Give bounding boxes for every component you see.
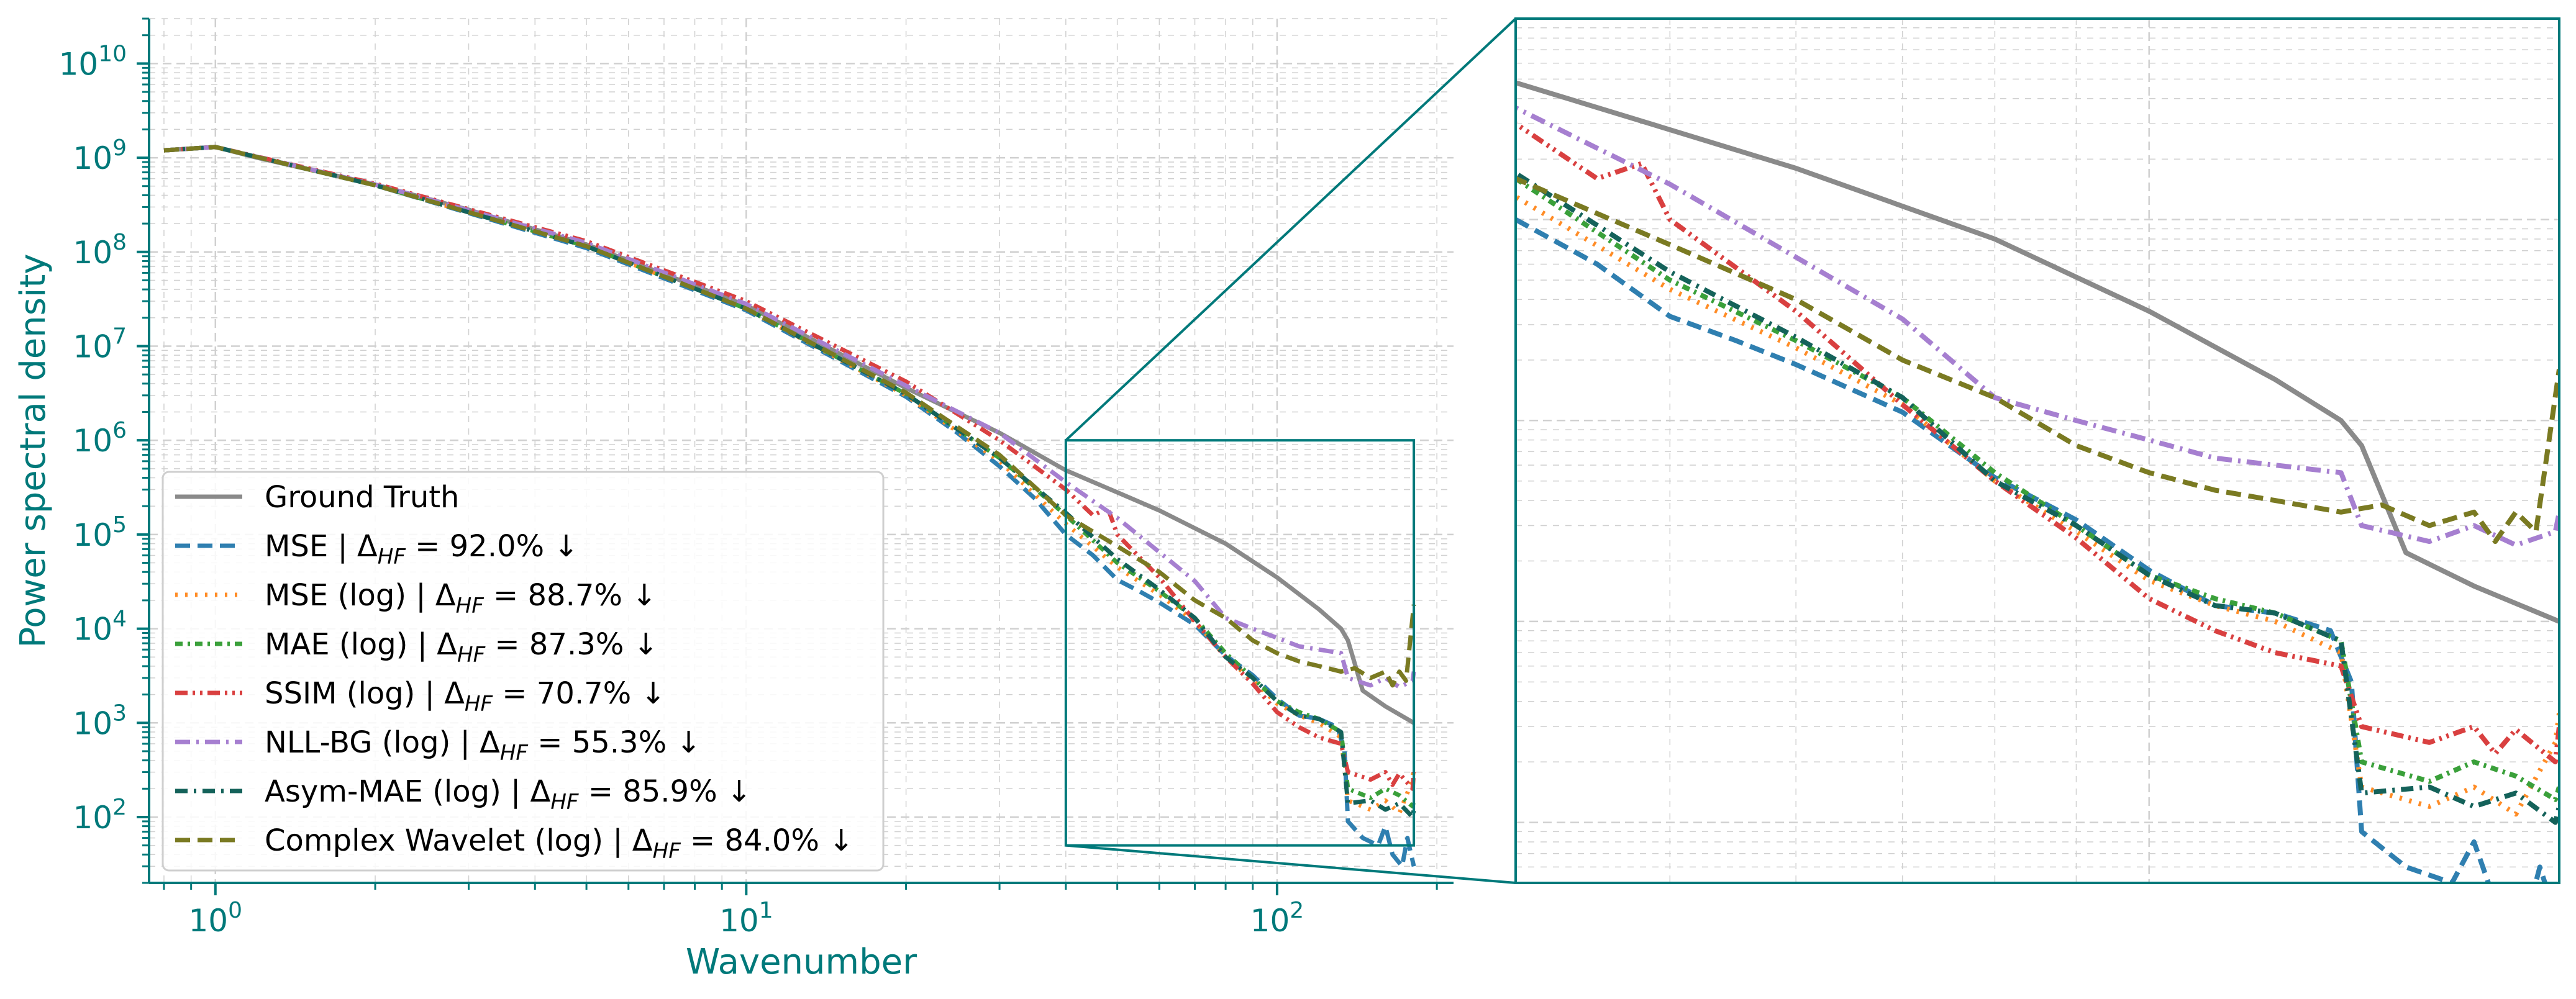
zoom-connector-bottom: [1065, 844, 1516, 884]
legend-entry-mse: MSE | ΔHF = 92.0% ↓: [175, 529, 579, 569]
legend-entry-mse-log: MSE (log) | ΔHF = 88.7% ↓: [175, 578, 657, 618]
x-tick-label: 101: [719, 898, 773, 939]
zoom-region-box: [1064, 439, 1416, 847]
y-tick-label: 105: [73, 512, 127, 553]
legend-entries: Ground Truth MSE | ΔHF = 92.0% ↓ MSE (log)…: [175, 480, 853, 864]
inset-grid: [1515, 17, 2559, 884]
main-ticks: [137, 17, 1438, 895]
y-tick-label: 109: [73, 135, 127, 176]
inset-frame: [1514, 17, 2560, 884]
x-axis-label: Wavenumber: [686, 942, 917, 982]
legend-label: Asym-MAE (log) | ΔHF = 85.9% ↓: [265, 774, 752, 815]
legend-label: Ground Truth: [265, 480, 459, 515]
legend-entry-nll-bg-log: NLL-BG (log) | ΔHF = 55.3% ↓: [175, 725, 701, 766]
inset-series-line-mse-log: [1516, 193, 2559, 817]
main-tick-labels: 100 101 102 102 103 104 105 106 107 108 109 1010: [59, 41, 1304, 939]
y-axis-label: Power spectral density: [13, 253, 53, 648]
inset-series-line-mse: [1516, 216, 2548, 883]
y-tick-label: 103: [73, 700, 127, 741]
inset-series-line-ground-truth: [1516, 79, 2559, 624]
legend-label: MAE (log) | ΔHF = 87.3% ↓: [265, 627, 658, 667]
series-line-complex-wavelet-log: [163, 145, 1416, 688]
legend-entry-ssim-log: SSIM (log) | ΔHF = 70.7% ↓: [175, 676, 666, 716]
y-tick-label: 1010: [59, 41, 127, 82]
y-tick-label: 106: [73, 418, 127, 459]
y-tick-label: 107: [73, 323, 127, 364]
y-tick-label: 102: [73, 795, 127, 836]
main-series-group: [163, 145, 1416, 869]
legend-label: SSIM (log) | ΔHF = 70.7% ↓: [265, 676, 666, 716]
legend: Ground Truth MSE | ΔHF = 92.0% ↓ MSE (log)…: [162, 471, 885, 872]
legend-entry-asym-mae-log: Asym-MAE (log) | ΔHF = 85.9% ↓: [175, 774, 752, 815]
x-tick-label: 102: [1250, 898, 1304, 939]
legend-label: MSE | ΔHF = 92.0% ↓: [265, 529, 579, 569]
series-line-mse: [163, 145, 1416, 869]
series-line-nll-bg-log: [163, 145, 1416, 690]
legend-frame: [162, 471, 885, 872]
legend-label: MSE (log) | ΔHF = 88.7% ↓: [265, 578, 657, 618]
inset-series-line-nll-bg-log: [1516, 105, 2559, 548]
legend-entry-mae-log: MAE (log) | ΔHF = 87.3% ↓: [175, 627, 658, 667]
legend-label: NLL-BG (log) | ΔHF = 55.3% ↓: [265, 725, 701, 766]
x-tick-label: 100: [189, 898, 243, 939]
y-tick-label: 104: [73, 607, 127, 648]
legend-entry-ground-truth: Ground Truth: [175, 480, 459, 515]
y-tick-label: 108: [73, 230, 127, 271]
legend-label: Complex Wavelet (log) | ΔHF = 84.0% ↓: [265, 823, 853, 864]
zoom-connector-top: [1065, 17, 1517, 441]
legend-entry-complex-wavelet-log: Complex Wavelet (log) | ΔHF = 84.0% ↓: [175, 823, 853, 864]
inset-background: [1516, 19, 2559, 883]
inset-series-group: [1516, 79, 2559, 883]
inset-panel: [1514, 17, 2560, 884]
